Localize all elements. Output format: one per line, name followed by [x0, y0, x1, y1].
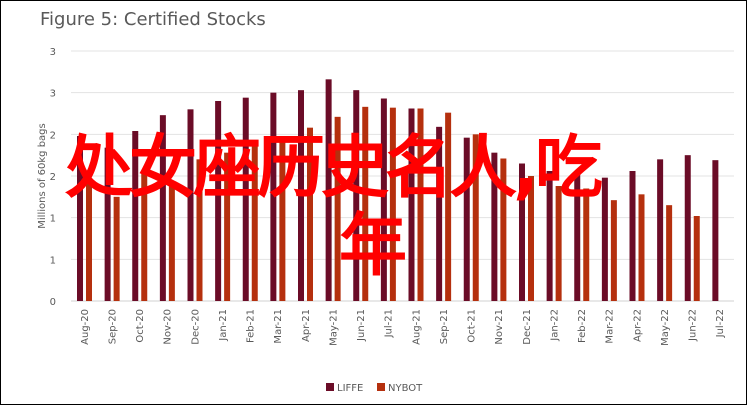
y-tick-label: 2 [50, 130, 56, 141]
bar-nybot [555, 186, 562, 301]
bar-liffe [132, 131, 139, 301]
bar-liffe [712, 160, 719, 301]
bar-liffe [159, 115, 166, 302]
overlay-text-line1: 处女座历史名人,吃 [65, 129, 603, 208]
x-tick-label: Sep-20 [107, 309, 118, 344]
legend-swatch-nybot [377, 383, 385, 391]
bar-liffe [574, 174, 581, 301]
bar-liffe [463, 137, 470, 301]
x-tick-label: May-22 [660, 309, 671, 346]
bar-nybot [666, 205, 673, 301]
bar-nybot [693, 216, 700, 301]
bar-nybot [168, 185, 175, 301]
x-tick-label: Oct-21 [467, 309, 478, 343]
bar-nybot [417, 108, 424, 301]
bar-nybot [472, 134, 479, 301]
x-tick-label: Apr-22 [632, 309, 643, 342]
y-tick-label: 1 [50, 255, 56, 266]
bar-nybot [251, 141, 258, 301]
bar-nybot [113, 196, 120, 301]
bar-nybot [528, 176, 534, 301]
bar-liffe [436, 126, 443, 301]
bar-liffe [657, 159, 664, 301]
bar-liffe [601, 177, 608, 301]
x-tick-label: May-21 [328, 309, 339, 346]
bar-liffe [491, 152, 498, 301]
x-tick-label: Feb-22 [577, 309, 588, 343]
x-tick-label: Nov-21 [494, 309, 505, 345]
y-tick-label: 0 [50, 297, 56, 308]
x-tick-label: Dec-20 [190, 309, 201, 345]
x-tick-label: Dec-21 [522, 309, 533, 345]
bar-liffe [104, 147, 111, 301]
legend-label-liffe: LIFFE [337, 383, 363, 394]
bar-nybot [638, 194, 645, 301]
y-tick-label: 2 [50, 172, 56, 183]
chart-title: Figure 5: Certified Stocks [40, 9, 266, 30]
bar-nybot [610, 200, 617, 301]
x-tick-label: Aug-21 [411, 309, 422, 345]
bar-nybot [196, 159, 203, 301]
x-tick-label: Jan-21 [218, 309, 229, 342]
bar-liffe [242, 97, 249, 302]
bar-liffe [380, 98, 387, 301]
bar-liffe [77, 136, 83, 301]
bar-nybot [307, 127, 313, 302]
bar-liffe [298, 90, 304, 302]
x-tick-label: Aug-20 [80, 309, 91, 345]
legend-label-nybot: NYBOT [388, 383, 423, 394]
bar-nybot [445, 112, 452, 302]
y-tick-label: 1 [50, 214, 56, 225]
x-tick-label: Mar-21 [273, 309, 284, 344]
bar-nybot [86, 181, 92, 301]
legend-swatch-liffe [326, 383, 334, 391]
x-tick-label: Nov-20 [163, 309, 174, 345]
x-tick-label: Feb-21 [246, 309, 257, 343]
x-tick-label: Jul-22 [715, 309, 726, 338]
bar-liffe [187, 109, 194, 301]
x-tick-label: Sep-21 [439, 309, 450, 344]
overlay-text-line2: 年 [339, 207, 408, 286]
bar-nybot [389, 107, 396, 302]
bar-nybot [334, 116, 341, 301]
bar-nybot [583, 188, 590, 301]
x-tick-label: Apr-21 [301, 309, 312, 342]
bar-liffe [353, 90, 360, 302]
y-tick-label: 3 [50, 47, 56, 58]
bar-nybot [362, 106, 369, 301]
y-axis-label: Millions of 60kg bags [37, 123, 48, 228]
bar-liffe [408, 108, 415, 301]
bar-liffe [546, 171, 553, 301]
x-tick-label: Jun-21 [356, 309, 367, 342]
x-tick-label: Jul-21 [384, 309, 395, 338]
bar-nybot [279, 136, 286, 301]
bar-liffe [684, 155, 691, 301]
x-tick-label: Oct-20 [135, 309, 146, 343]
x-tick-label: Jan-22 [549, 309, 560, 342]
bar-liffe [519, 163, 525, 301]
bar-liffe [325, 79, 332, 301]
x-tick-label: Jun-22 [688, 309, 699, 342]
y-tick-label: 3 [50, 89, 56, 100]
bar-nybot [141, 171, 148, 301]
bar-liffe [270, 92, 277, 302]
x-tick-label: Mar-22 [605, 309, 616, 344]
bar-nybot [500, 158, 507, 301]
bar-nybot [224, 152, 231, 301]
bar-liffe [629, 171, 636, 301]
bar-liffe [215, 101, 222, 301]
